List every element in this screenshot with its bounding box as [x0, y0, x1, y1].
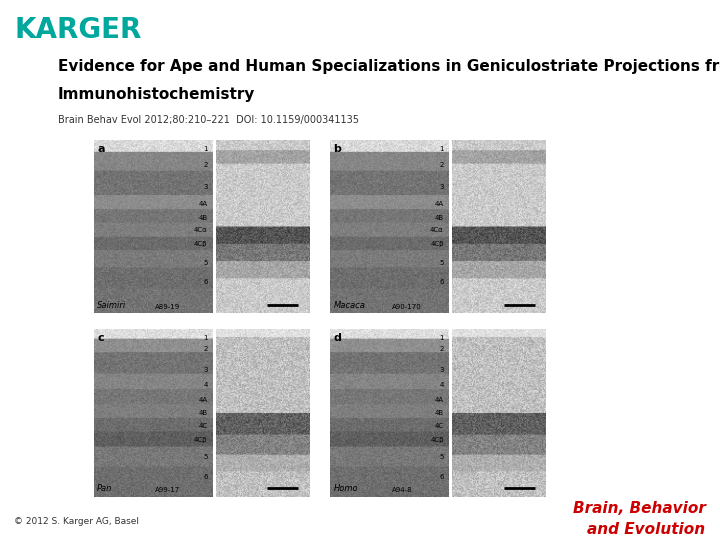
Text: 5: 5: [203, 260, 207, 266]
Text: 1: 1: [439, 335, 444, 341]
Text: c: c: [97, 333, 104, 343]
Text: 4B: 4B: [435, 410, 444, 416]
Text: 4B: 4B: [435, 215, 444, 221]
Text: 4A: 4A: [199, 201, 207, 207]
Text: 2: 2: [439, 161, 444, 167]
Text: A89-19: A89-19: [156, 303, 181, 310]
Text: 3: 3: [203, 184, 207, 190]
Text: A90-170: A90-170: [392, 303, 421, 310]
Text: © 2012 S. Karger AG, Basel: © 2012 S. Karger AG, Basel: [14, 517, 140, 525]
Text: 4Cβ: 4Cβ: [431, 437, 444, 443]
Text: 3: 3: [203, 367, 207, 373]
Text: 6: 6: [203, 279, 207, 285]
Text: 4C: 4C: [199, 423, 207, 429]
Text: KARGER: KARGER: [14, 16, 142, 44]
Text: 4Cα: 4Cα: [194, 227, 207, 233]
Text: and Evolution: and Evolution: [588, 522, 706, 537]
Text: 4: 4: [203, 382, 207, 388]
Text: Immunohistochemistry: Immunohistochemistry: [58, 87, 255, 102]
Text: b: b: [333, 144, 341, 154]
Text: 2: 2: [203, 161, 207, 167]
Text: Evidence for Ape and Human Specializations in Geniculostriate Projections from V: Evidence for Ape and Human Specializatio…: [58, 59, 720, 74]
Text: Macaca: Macaca: [333, 301, 365, 310]
Text: d: d: [333, 333, 341, 343]
Text: 4Cα: 4Cα: [430, 227, 444, 233]
Text: 2: 2: [439, 347, 444, 353]
Text: 1: 1: [203, 335, 207, 341]
Text: 4Cβ: 4Cβ: [194, 241, 207, 247]
Text: 3: 3: [439, 367, 444, 373]
Text: 1: 1: [439, 146, 444, 152]
Text: 4B: 4B: [199, 410, 207, 416]
Text: Homo: Homo: [333, 484, 358, 494]
Text: Pan: Pan: [97, 484, 112, 494]
Text: Saimiri: Saimiri: [97, 301, 127, 310]
Text: 5: 5: [439, 260, 444, 266]
Text: Brain Behav Evol 2012;80:210–221  DOI: 10.1159/000341135: Brain Behav Evol 2012;80:210–221 DOI: 10…: [58, 116, 359, 125]
Text: 2: 2: [203, 347, 207, 353]
Text: 4A: 4A: [435, 201, 444, 207]
Text: 4B: 4B: [199, 215, 207, 221]
Text: 4C: 4C: [435, 423, 444, 429]
Text: 6: 6: [203, 474, 207, 480]
Text: Brain, Behavior: Brain, Behavior: [572, 502, 706, 516]
Text: 1: 1: [203, 146, 207, 152]
Text: 4A: 4A: [435, 397, 444, 403]
Text: 6: 6: [439, 474, 444, 480]
Text: 5: 5: [439, 454, 444, 460]
Text: A94-8: A94-8: [392, 488, 412, 494]
Text: 3: 3: [439, 184, 444, 190]
Text: A99-17: A99-17: [156, 488, 181, 494]
Text: 4A: 4A: [199, 397, 207, 403]
Text: 4: 4: [439, 382, 444, 388]
Text: 4Cβ: 4Cβ: [194, 437, 207, 443]
Text: 5: 5: [203, 454, 207, 460]
Text: 6: 6: [439, 279, 444, 285]
Text: a: a: [97, 144, 104, 154]
Text: 4Cβ: 4Cβ: [431, 241, 444, 247]
